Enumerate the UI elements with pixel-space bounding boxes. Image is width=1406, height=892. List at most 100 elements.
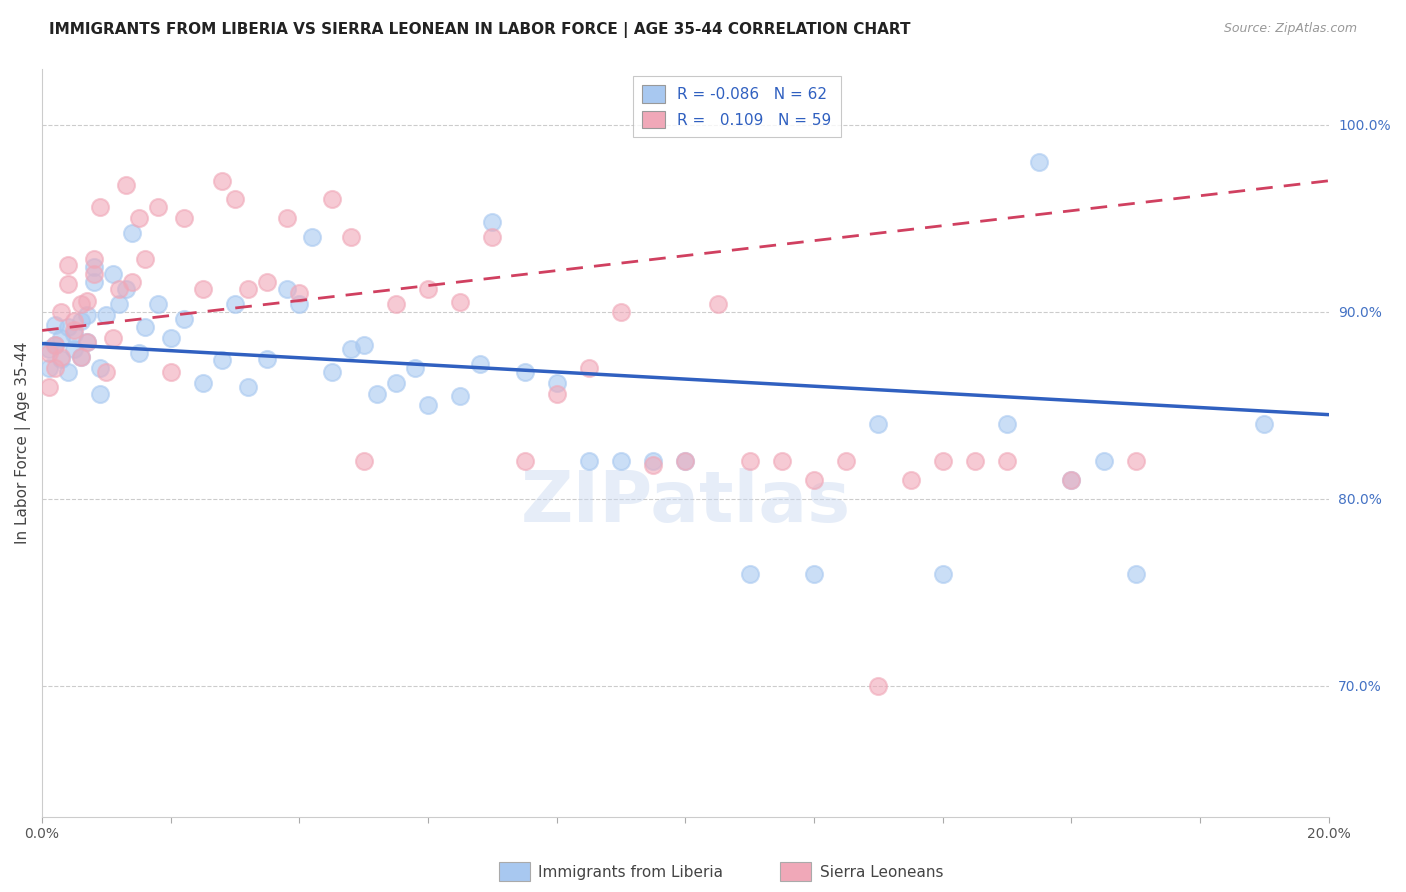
Point (546, 376, 568, 390)
Point (121, 275, 143, 289)
Point (513, 365, 536, 379)
Point (56, 258, 79, 272)
Point (51, 304, 73, 318)
Point (69, 350, 91, 364)
Point (224, 193, 246, 207)
Point (1060, 473, 1083, 487)
Point (121, 226, 143, 240)
Point (449, 389, 471, 403)
Point (835, 454, 858, 468)
Point (513, 454, 536, 468)
Point (146, 200, 169, 214)
Point (56, 277, 79, 291)
Point (128, 211, 150, 226)
Point (803, 473, 825, 487)
Point (44, 338, 66, 352)
Point (236, 282, 259, 296)
Point (770, 454, 793, 468)
Point (868, 417, 890, 431)
Point (63, 314, 86, 328)
Text: Sierra Leoneans: Sierra Leoneans (820, 865, 943, 880)
Point (114, 178, 136, 192)
Point (38, 379, 60, 393)
Point (481, 215, 503, 229)
Point (83, 268, 105, 282)
Point (51, 331, 73, 345)
Point (578, 454, 600, 468)
Point (803, 566, 825, 581)
Point (643, 458, 665, 472)
Point (1028, 155, 1050, 169)
Point (101, 331, 124, 345)
Point (321, 193, 343, 207)
Point (83, 252, 105, 267)
Point (416, 398, 439, 412)
Point (159, 365, 181, 379)
Point (256, 275, 278, 289)
Point (173, 211, 195, 226)
Point (89, 360, 111, 375)
Point (1060, 473, 1083, 487)
Point (1125, 566, 1147, 581)
Point (385, 297, 408, 311)
Point (76, 334, 98, 349)
Point (63, 323, 86, 337)
Point (83, 260, 105, 274)
Text: Source: ZipAtlas.com: Source: ZipAtlas.com (1223, 22, 1357, 36)
Text: ZIPatlas: ZIPatlas (520, 468, 851, 537)
Point (236, 379, 259, 393)
Point (673, 454, 696, 468)
Point (44, 360, 66, 375)
Point (211, 353, 233, 368)
Point (366, 387, 388, 401)
Point (276, 211, 298, 226)
Point (481, 230, 503, 244)
Point (89, 387, 111, 401)
Point (610, 454, 633, 468)
Point (868, 679, 890, 693)
Point (191, 376, 214, 390)
Point (610, 304, 633, 318)
Y-axis label: In Labor Force | Age 35-44: In Labor Force | Age 35-44 (15, 342, 31, 544)
Point (288, 297, 311, 311)
Point (931, 454, 953, 468)
Point (931, 566, 953, 581)
Point (69, 314, 91, 328)
Point (69, 297, 91, 311)
Point (468, 357, 491, 371)
Point (340, 342, 363, 356)
Point (1125, 454, 1147, 468)
Point (1092, 454, 1115, 468)
Point (706, 297, 728, 311)
Point (385, 376, 408, 390)
Point (38, 342, 60, 356)
Point (56, 319, 79, 334)
Legend: R = -0.086   N = 62, R =   0.109   N = 59: R = -0.086 N = 62, R = 0.109 N = 59 (633, 76, 841, 137)
Point (673, 454, 696, 468)
Point (76, 334, 98, 349)
Point (546, 387, 568, 401)
Point (51, 351, 73, 366)
Point (101, 268, 124, 282)
Point (44, 318, 66, 332)
Point (56, 365, 79, 379)
Point (38, 346, 60, 360)
Point (995, 417, 1018, 431)
Point (404, 360, 426, 375)
Point (995, 454, 1018, 468)
Point (900, 473, 922, 487)
Point (191, 282, 214, 296)
Point (340, 230, 363, 244)
Point (51, 350, 73, 364)
Point (146, 297, 169, 311)
Point (738, 454, 761, 468)
Point (353, 454, 375, 468)
Point (63, 342, 86, 356)
Point (108, 282, 131, 296)
Point (44, 338, 66, 352)
Point (449, 295, 471, 310)
Point (83, 275, 105, 289)
Point (134, 319, 156, 334)
Point (63, 327, 86, 342)
Point (96, 309, 118, 323)
